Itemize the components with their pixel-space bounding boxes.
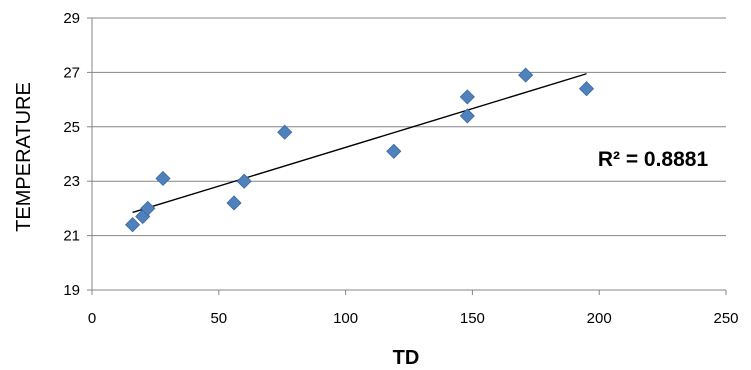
x-tick-label: 50 bbox=[210, 310, 227, 327]
data-point bbox=[459, 89, 475, 105]
data-point bbox=[125, 217, 141, 233]
y-tick-label: 23 bbox=[63, 173, 80, 190]
x-tick-label: 200 bbox=[587, 310, 612, 327]
data-point bbox=[578, 81, 595, 97]
data-point bbox=[459, 108, 475, 124]
y-tick-label: 27 bbox=[63, 64, 80, 81]
data-point bbox=[226, 195, 242, 211]
data-point bbox=[386, 143, 402, 159]
y-axis-title: TEMPERATURE bbox=[13, 82, 35, 232]
data-point bbox=[518, 67, 534, 83]
gridlines bbox=[92, 17, 726, 291]
x-tick-label: 100 bbox=[333, 310, 358, 327]
r-squared-label: R² = 0.8881 bbox=[598, 148, 709, 171]
x-axis-title: TD bbox=[393, 347, 420, 369]
x-tick-label: 150 bbox=[460, 310, 485, 327]
y-tick-label: 25 bbox=[63, 119, 80, 136]
data-point bbox=[140, 200, 156, 216]
y-tick-labels: 19 21 23 25 27 29 bbox=[63, 10, 80, 299]
data-point bbox=[236, 173, 252, 189]
data-point bbox=[277, 124, 293, 140]
y-tick-label: 19 bbox=[63, 282, 80, 299]
x-tick-label: 250 bbox=[713, 310, 738, 327]
data-point bbox=[155, 170, 171, 187]
x-tick-labels: 0 50 100 150 200 250 bbox=[88, 310, 739, 327]
y-tick-label: 29 bbox=[63, 10, 80, 27]
y-tick-label: 21 bbox=[63, 228, 80, 245]
linear-trendline bbox=[132, 73, 587, 214]
data-points bbox=[125, 67, 595, 233]
x-tick-label: 0 bbox=[88, 310, 96, 327]
axes bbox=[87, 17, 727, 295]
trendline bbox=[132, 73, 587, 214]
